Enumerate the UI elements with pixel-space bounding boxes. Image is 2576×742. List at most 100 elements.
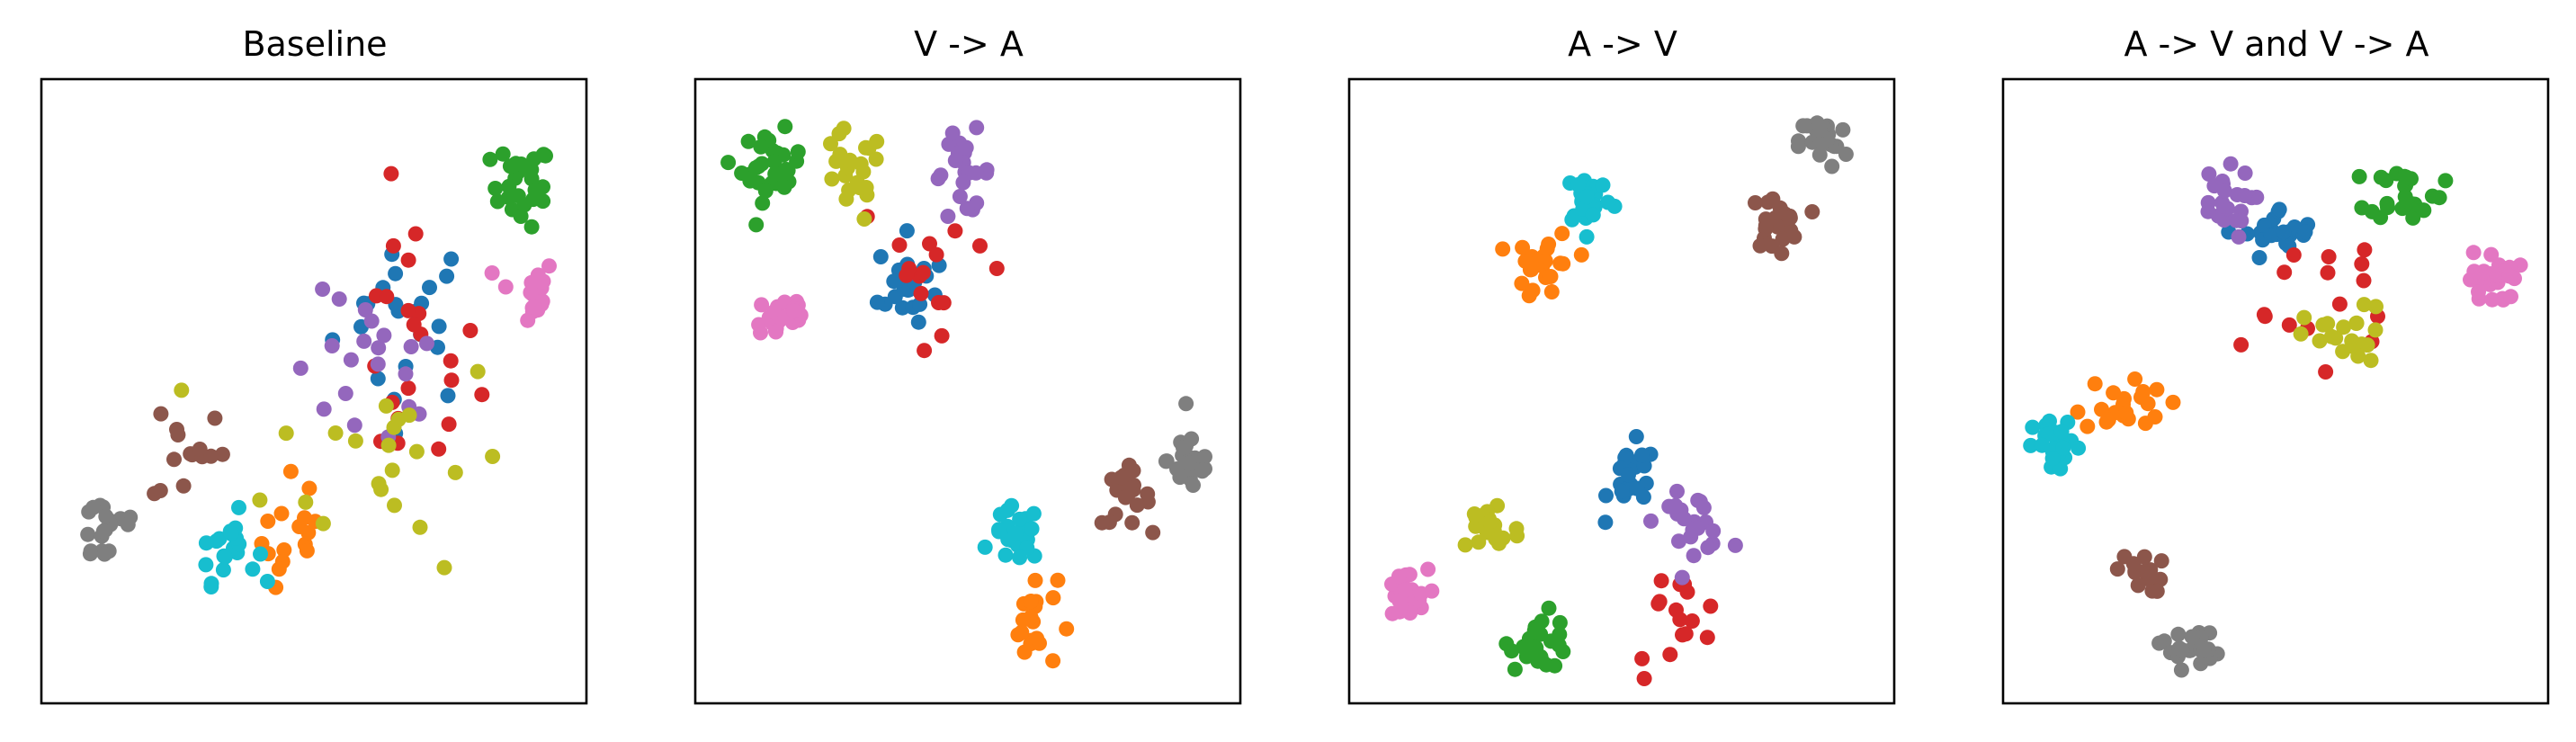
scatter-point-c4 <box>1669 483 1685 499</box>
scatter-point-c3 <box>1703 598 1719 614</box>
scatter-point-c5 <box>1758 218 1774 234</box>
scatter-point-c8 <box>1457 537 1473 553</box>
scatter-point-c2 <box>501 178 517 194</box>
scatter-point-c7 <box>2184 629 2200 645</box>
scatter-point-c0 <box>439 268 455 284</box>
scatter-point-c8 <box>2367 322 2384 338</box>
scatter-point-c8 <box>2315 317 2331 333</box>
scatter-point-c6 <box>523 274 540 291</box>
scatter-point-c0 <box>910 314 926 330</box>
scatter-point-c6 <box>525 299 541 315</box>
scatter-point-c4 <box>2233 213 2250 228</box>
scatter-point-c2 <box>747 160 764 176</box>
scatter-point-c7 <box>2196 641 2212 657</box>
scatter-point-c1 <box>2135 384 2151 399</box>
scatter-point-c8 <box>380 437 397 453</box>
scatter-point-c8 <box>252 492 268 508</box>
scatter-point-c2 <box>2416 202 2432 219</box>
scatter-point-c7 <box>1835 121 1851 138</box>
scatter-point-c4 <box>940 209 956 224</box>
scatter-point-c3 <box>2356 273 2372 289</box>
scatter-point-c3 <box>407 226 424 242</box>
scatter-point-c3 <box>947 223 963 239</box>
scatter-point-c4 <box>315 282 331 297</box>
scatter-point-c8 <box>408 443 425 460</box>
scatter-point-c5 <box>2109 561 2125 577</box>
scatter-point-c3 <box>922 236 937 252</box>
scatter-point-c5 <box>1775 231 1791 247</box>
scatter-point-c7 <box>1838 147 1854 162</box>
scatter-point-c4 <box>371 340 387 356</box>
scatter-point-c0 <box>2276 224 2292 240</box>
scatter-point-c4 <box>1686 548 1702 564</box>
scatter-point-c8 <box>2328 330 2344 346</box>
scatter-point-c7 <box>1197 449 1212 465</box>
scatter-point-c6 <box>1413 586 1429 602</box>
scatter-point-c1 <box>1528 255 1544 272</box>
scatter-point-c5 <box>2149 583 2165 599</box>
scatter-point-c8 <box>347 433 363 449</box>
scatter-point-c3 <box>2256 307 2272 323</box>
scatter-point-c8 <box>828 153 845 169</box>
scatter-point-c8 <box>298 494 314 510</box>
scatter-point-c6 <box>751 317 767 333</box>
scatter-point-c3 <box>443 353 459 369</box>
scatter-point-c3 <box>915 264 931 281</box>
scatter-point-c2 <box>766 154 783 170</box>
scatter-point-c1 <box>2094 401 2109 417</box>
scatter-point-c9 <box>991 522 1006 538</box>
panel-baseline: Baseline <box>40 24 588 705</box>
scatter-point-c0 <box>2297 224 2313 240</box>
scatter-point-c1 <box>2087 376 2103 392</box>
scatter-point-c8 <box>447 464 463 480</box>
scatter-point-c8 <box>485 449 501 464</box>
scatter-point-c2 <box>748 217 765 233</box>
scatter-point-c3 <box>2318 364 2334 380</box>
scatter-point-c4 <box>343 352 359 368</box>
panel-title-a-to-v-and-v-to-a: A -> V and V -> A <box>2124 24 2428 64</box>
scatter-point-c2 <box>526 151 542 167</box>
scatter-point-c3 <box>2354 256 2370 272</box>
scatter-point-c4 <box>324 338 340 353</box>
scatter-point-c4 <box>2201 166 2217 182</box>
panel-title-baseline: Baseline <box>242 24 387 64</box>
scatter-point-c1 <box>2070 404 2086 420</box>
scatter-point-c5 <box>1145 524 1161 541</box>
scatter-point-c5 <box>166 451 182 468</box>
scatter-point-c6 <box>541 258 557 274</box>
scatter-point-c7 <box>1824 158 1840 174</box>
scatter-point-c1 <box>260 514 276 529</box>
scatter-point-c3 <box>2285 247 2302 263</box>
scatter-point-c7 <box>1790 139 1806 155</box>
scatter-point-c9 <box>2044 451 2061 467</box>
scatter-point-c1 <box>1016 644 1033 660</box>
scatter-point-c4 <box>2206 178 2223 194</box>
scatter-point-c8 <box>2336 319 2352 335</box>
scatter-point-c4 <box>337 386 353 401</box>
scatter-point-c5 <box>1094 514 1110 531</box>
scatter-point-c2 <box>720 155 737 171</box>
scatter-point-c5 <box>170 427 186 443</box>
scatter-point-c9 <box>1579 228 1595 245</box>
scatter-point-c5 <box>152 483 168 498</box>
scatter-point-c8 <box>436 559 452 576</box>
scatter-point-c2 <box>790 144 806 160</box>
scatter-point-c9 <box>999 502 1015 518</box>
panel-a-to-v: A -> V <box>1347 24 1896 705</box>
scatter-point-c4 <box>363 313 380 329</box>
scatter-point-c4 <box>959 201 975 217</box>
scatter-point-c1 <box>1515 239 1531 255</box>
scatter-point-c7 <box>2173 662 2189 678</box>
scatter-point-c1 <box>2137 416 2153 432</box>
scatter-point-c3 <box>2320 264 2336 281</box>
scatter-point-c8 <box>2348 315 2365 331</box>
scatter-point-c5 <box>1129 497 1145 514</box>
scatter-point-c9 <box>1007 525 1024 541</box>
scatter-point-c3 <box>988 261 1005 276</box>
scatter-point-c8 <box>1471 534 1487 550</box>
scatter-point-c8 <box>2346 336 2362 353</box>
scatter-point-c9 <box>2023 437 2039 453</box>
scatter-point-c4 <box>955 174 971 191</box>
scatter-point-c3 <box>899 267 915 283</box>
scatter-point-c5 <box>1752 237 1768 254</box>
